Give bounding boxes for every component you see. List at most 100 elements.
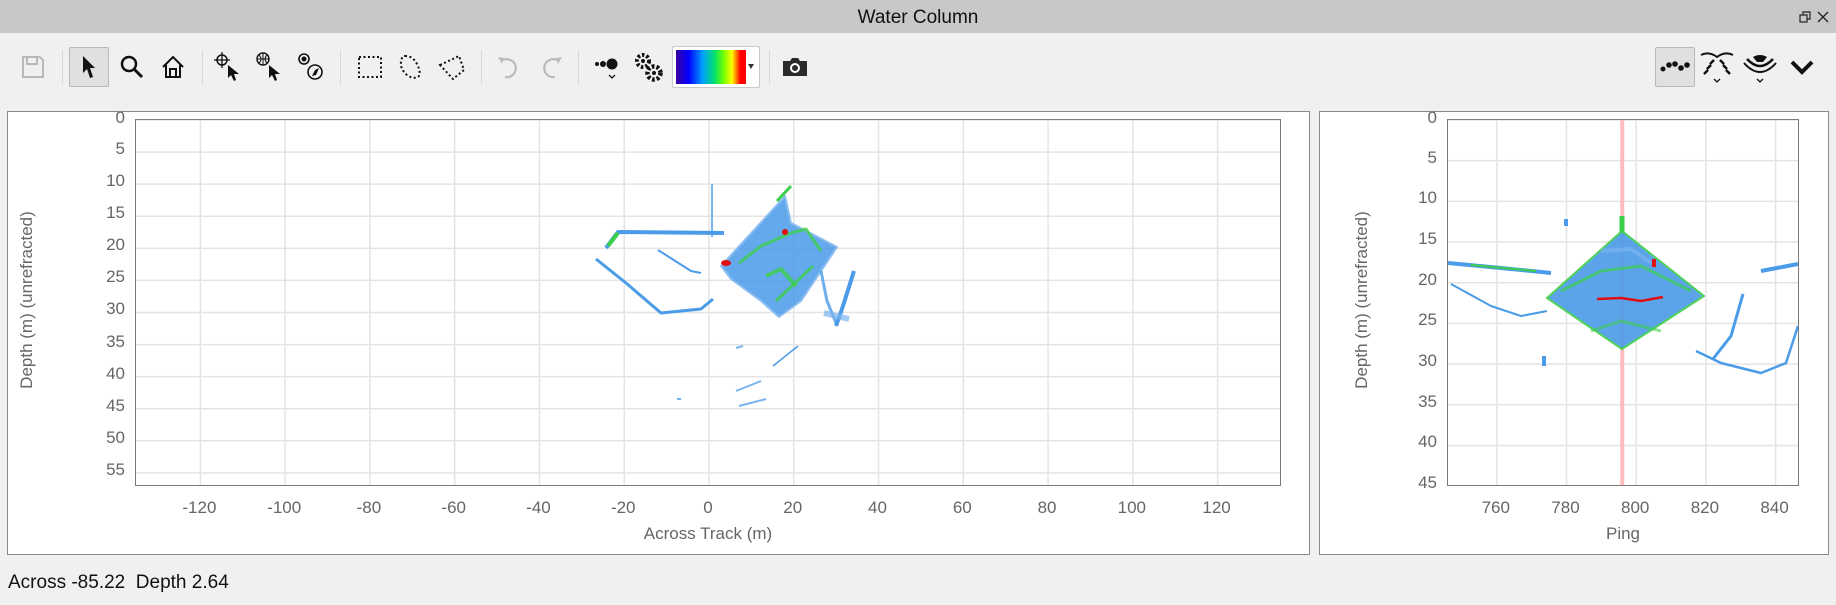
echo-return [772,345,799,367]
undo-button[interactable] [488,47,528,87]
depth-value: 2.64 [191,572,229,593]
ping-xlabel: Ping [1605,524,1641,543]
echo-return [738,227,823,265]
across-x-tick-label: 20 [783,498,803,517]
ping-ylabel: Depth (m) (unrefracted) [1352,211,1371,389]
across-track-ylabel: Depth (m) (unrefracted) [17,211,36,389]
zoom-button[interactable] [112,47,152,87]
ping-y-tick-label: 0 [1427,108,1437,127]
ping-x-tick-label: 760 [1481,498,1510,517]
ping-plot[interactable] [1447,119,1799,486]
sonar-swath-button[interactable] [1740,47,1780,87]
compass-pick-button[interactable] [291,47,331,87]
separator [340,50,341,84]
rectangle-select-button[interactable] [350,47,390,87]
ping-x-tick-label: 820 [1690,498,1720,517]
across-y-tick-label: 20 [106,235,125,255]
echo-target [1546,230,1705,350]
window-title: Water Column [857,7,979,28]
across-x-tick-label: 0 [703,498,713,517]
beam-fan-button[interactable] [1697,47,1737,87]
across-x-tick-label: 60 [952,498,972,517]
status-bar: Across -85.22 Depth 2.64 [8,572,229,594]
separator [62,50,63,84]
echo-return [1560,264,1692,293]
echo-return [738,398,767,407]
across-x-tick-label: 40 [868,498,887,517]
close-icon[interactable] [1815,9,1831,25]
point-display-icon [1660,61,1690,72]
title-bar: Water Column [0,0,1836,33]
point-size-button[interactable] [587,47,627,87]
crosshair-pick-icon [214,52,239,81]
separator [481,50,482,84]
across-track-plot[interactable] [135,119,1281,486]
redo-icon [543,57,562,79]
save-button[interactable] [13,47,53,87]
undo-icon [498,57,517,79]
point-display-button[interactable] [1655,47,1695,87]
geo-pick-button[interactable] [250,47,290,87]
polygon-select-button[interactable] [432,47,472,87]
across-y-tick-label: 50 [106,427,125,447]
across-x-tick-label: -40 [526,498,551,517]
ping-x-tick-label: 780 [1551,498,1580,517]
separator [578,50,579,84]
across-x-tick-label: 80 [1037,498,1057,517]
ping-y-tick-label: 35 [1418,391,1437,411]
ping-y-tick-label: 30 [1418,351,1437,371]
home-button[interactable] [153,47,193,87]
lasso-select-icon [399,54,421,79]
camera-icon [783,58,807,76]
echo-return [1695,325,1798,375]
across-y-tick-label: 40 [106,363,125,383]
sonar-swath-icon [1743,55,1777,83]
compass-pick-icon [298,53,323,80]
echo-return [1470,264,1537,272]
across-x-tick-label: 100 [1117,498,1146,517]
zoom-icon [120,55,144,79]
rectangle-select-icon [358,56,382,78]
across-y-tick-label: 25 [106,267,125,287]
colormap-swatch [676,50,746,84]
across-y-tick-label: 5 [115,139,125,159]
echo-return [774,264,815,303]
echo-peak [1596,295,1664,303]
restore-icon[interactable] [1797,9,1813,25]
echo-return [775,184,793,203]
echo-peak [721,260,731,266]
ping-echo-image [1448,120,1798,485]
ping-x-tick-label: 800 [1621,498,1650,517]
echo-return [657,249,702,274]
echo-return [765,267,798,288]
crosshair-pick-button[interactable] [209,47,249,87]
echo-return [735,345,744,349]
echo-return [1450,283,1548,317]
ping-y-tick-label: 20 [1418,269,1437,289]
colormap-dropdown[interactable] [672,46,760,88]
screenshot-button[interactable] [775,47,815,87]
across-y-tick-label: 55 [106,459,125,479]
across-x-tick-label: -60 [441,498,466,517]
polygon-select-icon [438,54,466,81]
across-y-tick-label: 30 [106,299,125,319]
echo-return [606,231,620,248]
across-label: Across [8,572,67,593]
settings-button[interactable] [628,47,668,87]
pointer-icon [83,56,95,78]
pointer-button[interactable] [69,47,109,87]
across-x-tick-label: 120 [1202,498,1231,517]
echo-return [1590,319,1662,333]
save-icon [22,56,44,78]
ping-y-tick-label: 25 [1418,310,1437,330]
geo-pick-icon [256,52,280,81]
more-options-button[interactable] [1782,47,1822,87]
across-value: -85.22 [71,572,126,593]
settings-icon [635,53,663,82]
beam-fan-icon [1700,52,1734,83]
redo-button[interactable] [532,47,572,87]
point-size-icon [595,58,618,79]
across-y-tick-label: 0 [115,108,125,127]
lasso-select-button[interactable] [391,47,431,87]
across-y-tick-label: 35 [106,331,125,351]
